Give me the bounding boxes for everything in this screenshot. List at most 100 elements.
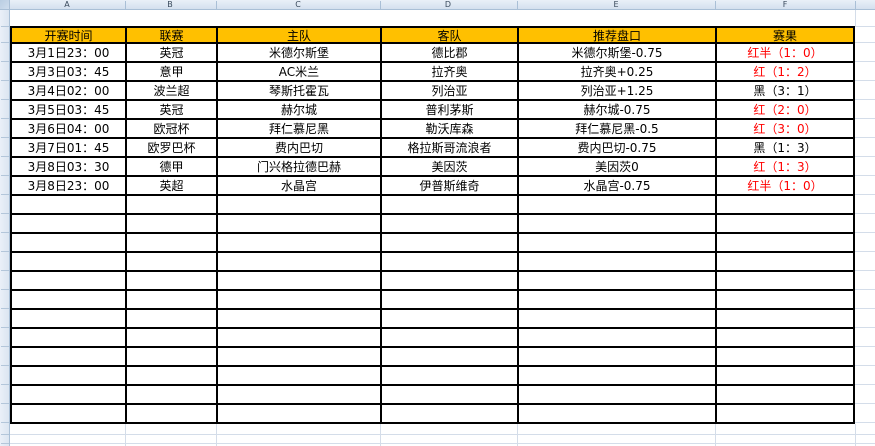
empty-cell[interactable] xyxy=(717,348,853,365)
header-cell-away[interactable]: 客队 xyxy=(382,28,517,42)
empty-cell[interactable] xyxy=(519,329,715,346)
cell-handicap[interactable]: 米德尔斯堡-0.75 xyxy=(519,44,715,61)
empty-cell[interactable] xyxy=(218,405,380,422)
empty-cell[interactable] xyxy=(218,291,380,308)
cell-result[interactable]: 红半（1：0） xyxy=(717,44,853,61)
row-header-bar[interactable] xyxy=(0,10,10,446)
empty-cell[interactable] xyxy=(127,310,216,327)
cell-time[interactable]: 3月1日23：00 xyxy=(12,44,125,61)
empty-cell[interactable] xyxy=(717,234,853,251)
empty-cell[interactable] xyxy=(382,253,517,270)
select-all-button[interactable] xyxy=(0,0,10,10)
empty-cell[interactable] xyxy=(717,310,853,327)
cell-result[interactable]: 黑（3：1） xyxy=(717,82,853,99)
empty-cell[interactable] xyxy=(218,234,380,251)
empty-cell[interactable] xyxy=(127,348,216,365)
empty-cell[interactable] xyxy=(127,234,216,251)
cell-home[interactable]: 赫尔城 xyxy=(218,101,380,118)
empty-cell[interactable] xyxy=(717,272,853,289)
empty-cell[interactable] xyxy=(382,329,517,346)
cell-home[interactable]: AC米兰 xyxy=(218,63,380,80)
column-header-b[interactable]: B xyxy=(167,0,173,9)
header-cell-time[interactable]: 开赛时间 xyxy=(12,28,125,42)
empty-cell[interactable] xyxy=(127,272,216,289)
cell-home[interactable]: 门兴格拉德巴赫 xyxy=(218,158,380,175)
cell-time[interactable]: 3月3日03：45 xyxy=(12,63,125,80)
empty-cell[interactable] xyxy=(127,196,216,213)
cell-handicap[interactable]: 拜仁慕尼黑-0.5 xyxy=(519,120,715,137)
empty-cell[interactable] xyxy=(127,215,216,232)
cell-handicap[interactable]: 水晶宫-0.75 xyxy=(519,177,715,194)
cell-home[interactable]: 琴斯托霍瓦 xyxy=(218,82,380,99)
cell-home[interactable]: 费内巴切 xyxy=(218,139,380,156)
cell-handicap[interactable]: 费内巴切-0.75 xyxy=(519,139,715,156)
column-header-e[interactable]: E xyxy=(613,0,619,9)
empty-cell[interactable] xyxy=(12,253,125,270)
cell-result[interactable]: 红（1：3） xyxy=(717,158,853,175)
cell-home[interactable]: 水晶宫 xyxy=(218,177,380,194)
empty-cell[interactable] xyxy=(382,310,517,327)
cell-away[interactable]: 美因茨 xyxy=(382,158,517,175)
empty-cell[interactable] xyxy=(519,215,715,232)
empty-cell[interactable] xyxy=(218,348,380,365)
cell-away[interactable]: 德比郡 xyxy=(382,44,517,61)
cell-away[interactable]: 列治亚 xyxy=(382,82,517,99)
cell-time[interactable]: 3月8日03：30 xyxy=(12,158,125,175)
empty-cell[interactable] xyxy=(519,348,715,365)
empty-cell[interactable] xyxy=(218,367,380,384)
cell-home[interactable]: 拜仁慕尼黑 xyxy=(218,120,380,137)
empty-cell[interactable] xyxy=(218,386,380,403)
cell-result[interactable]: 黑（1：3） xyxy=(717,139,853,156)
cell-league[interactable]: 欧罗巴杯 xyxy=(127,139,216,156)
empty-cell[interactable] xyxy=(519,367,715,384)
cell-league[interactable]: 英冠 xyxy=(127,44,216,61)
column-header-d[interactable]: D xyxy=(444,0,452,9)
empty-cell[interactable] xyxy=(382,348,517,365)
empty-cell[interactable] xyxy=(519,291,715,308)
cell-result[interactable]: 红（2：0） xyxy=(717,101,853,118)
cell-handicap[interactable]: 美因茨0 xyxy=(519,158,715,175)
empty-cell[interactable] xyxy=(218,253,380,270)
cell-time[interactable]: 3月7日01：45 xyxy=(12,139,125,156)
empty-cell[interactable] xyxy=(717,405,853,422)
cell-league[interactable]: 意甲 xyxy=(127,63,216,80)
cell-time[interactable]: 3月8日23：00 xyxy=(12,177,125,194)
empty-cell[interactable] xyxy=(12,291,125,308)
header-cell-result[interactable]: 赛果 xyxy=(717,28,853,42)
header-cell-league[interactable]: 联赛 xyxy=(127,28,216,42)
empty-cell[interactable] xyxy=(382,215,517,232)
cell-handicap[interactable]: 赫尔城-0.75 xyxy=(519,101,715,118)
empty-cell[interactable] xyxy=(127,386,216,403)
empty-cell[interactable] xyxy=(519,196,715,213)
empty-cell[interactable] xyxy=(519,386,715,403)
empty-cell[interactable] xyxy=(717,329,853,346)
empty-cell[interactable] xyxy=(127,329,216,346)
empty-cell[interactable] xyxy=(12,196,125,213)
empty-cell[interactable] xyxy=(382,272,517,289)
empty-cell[interactable] xyxy=(127,405,216,422)
empty-cell[interactable] xyxy=(519,234,715,251)
empty-cell[interactable] xyxy=(12,367,125,384)
empty-cell[interactable] xyxy=(519,405,715,422)
empty-cell[interactable] xyxy=(218,196,380,213)
column-header-bar[interactable]: A B C D E F xyxy=(10,0,875,10)
empty-cell[interactable] xyxy=(127,291,216,308)
empty-cell[interactable] xyxy=(717,386,853,403)
header-cell-home[interactable]: 主队 xyxy=(218,28,380,42)
empty-cell[interactable] xyxy=(218,215,380,232)
empty-cell[interactable] xyxy=(717,367,853,384)
column-header-a[interactable]: A xyxy=(64,0,70,9)
empty-cell[interactable] xyxy=(717,196,853,213)
cell-away[interactable]: 伊普斯维奇 xyxy=(382,177,517,194)
cell-league[interactable]: 德甲 xyxy=(127,158,216,175)
cell-time[interactable]: 3月6日04：00 xyxy=(12,120,125,137)
column-header-c[interactable]: C xyxy=(295,0,301,9)
empty-cell[interactable] xyxy=(519,310,715,327)
empty-cell[interactable] xyxy=(382,386,517,403)
cell-away[interactable]: 格拉斯哥流浪者 xyxy=(382,139,517,156)
cell-result[interactable]: 红半（1：0） xyxy=(717,177,853,194)
empty-cell[interactable] xyxy=(12,272,125,289)
cell-away[interactable]: 拉齐奥 xyxy=(382,63,517,80)
empty-cell[interactable] xyxy=(382,291,517,308)
empty-cell[interactable] xyxy=(12,234,125,251)
